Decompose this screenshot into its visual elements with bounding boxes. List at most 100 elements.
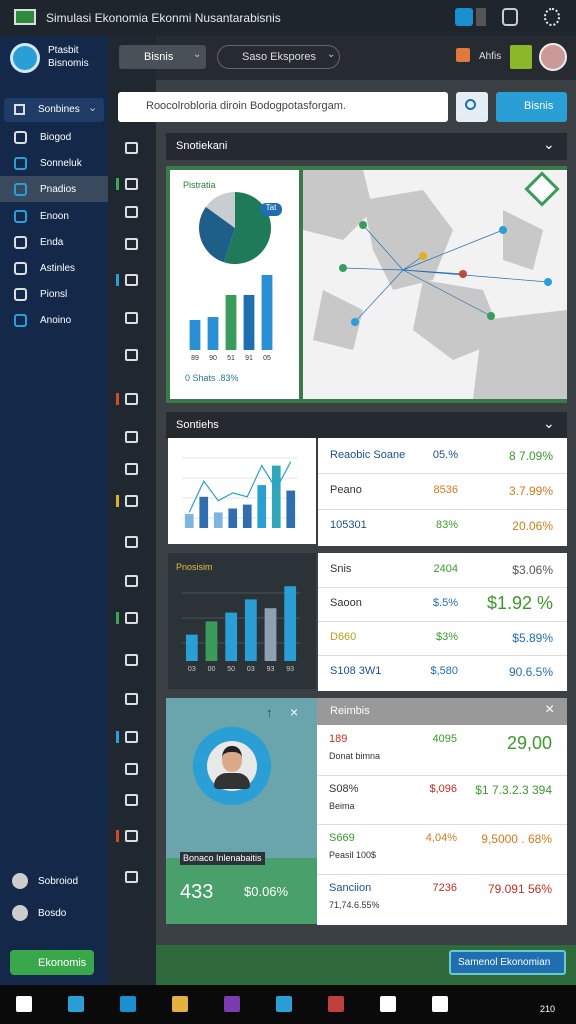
rail-marker	[116, 178, 119, 190]
menu-item[interactable]: Enda	[40, 236, 64, 248]
dropdown-label[interactable]: Bisnis	[144, 51, 174, 63]
route	[354, 269, 404, 323]
icon-button[interactable]	[476, 8, 486, 26]
rail-icon[interactable]	[125, 431, 138, 443]
menu-item[interactable]: Anoino	[40, 315, 72, 327]
menu-item[interactable]: Astinles	[40, 263, 76, 274]
taskbar-icon[interactable]	[432, 996, 448, 1012]
close-button[interactable]: ×	[290, 704, 299, 720]
menu-icon[interactable]	[14, 157, 27, 171]
rail-icon[interactable]	[125, 238, 138, 250]
taskbar-icon[interactable]	[328, 996, 344, 1012]
rail-icon[interactable]	[125, 612, 138, 624]
taskbar-icon[interactable]	[120, 996, 136, 1012]
rail-icon[interactable]	[125, 463, 138, 475]
menu-item[interactable]: Pionsl	[40, 289, 68, 301]
bar	[271, 465, 281, 528]
rail-icon[interactable]	[125, 830, 138, 842]
rail-icon[interactable]	[125, 575, 138, 587]
map-pin[interactable]	[544, 278, 552, 286]
map-pin[interactable]	[499, 226, 507, 234]
search-input[interactable]	[118, 92, 448, 122]
rail-icon[interactable]	[125, 178, 138, 190]
map-pin[interactable]	[419, 252, 427, 260]
icon-button[interactable]	[502, 8, 518, 26]
footer-button-label[interactable]: Samenol Ekonomian	[458, 957, 551, 968]
rail-icon[interactable]	[125, 142, 138, 154]
menu-item[interactable]: Enoon	[40, 210, 69, 222]
taskbar-icon[interactable]	[380, 996, 396, 1012]
bar	[261, 275, 273, 350]
rail-icon[interactable]	[125, 206, 138, 218]
rail-icon[interactable]	[125, 312, 138, 324]
avatar[interactable]	[539, 43, 567, 71]
primary-button-label[interactable]: Bisnis	[524, 100, 554, 112]
taskbar-icon[interactable]	[16, 996, 32, 1012]
footer-button[interactable]	[449, 950, 566, 975]
table-subcell: 71,74.6.55%	[329, 899, 380, 910]
menu-item[interactable]: Biogod	[40, 132, 72, 143]
rail-icon[interactable]	[125, 794, 138, 806]
bar	[286, 490, 296, 528]
bar-label: 93	[267, 666, 275, 673]
sidebar-header[interactable]	[4, 98, 104, 122]
rail-icon[interactable]	[125, 349, 138, 361]
footer-item[interactable]: Sobroiod	[38, 876, 79, 887]
close-button[interactable]: ×	[545, 701, 555, 718]
taskbar-icon[interactable]	[172, 996, 188, 1012]
menu-item[interactable]: Pnadios	[40, 184, 77, 196]
icon-button[interactable]	[510, 45, 532, 69]
rail-icon[interactable]	[125, 763, 138, 775]
toolbar-action[interactable]: Ahfis	[479, 51, 502, 62]
rail-icon[interactable]	[125, 274, 138, 286]
menu-icon[interactable]	[14, 262, 27, 275]
sidebar-button-label[interactable]: Ekonomis	[38, 957, 87, 969]
collapse-button[interactable]: ⌄	[543, 136, 555, 152]
taskbar-icon[interactable]	[224, 996, 240, 1012]
search-placeholder: Roocolrobloria diroin Bodogpotasforgam.	[146, 100, 346, 112]
collapse-button[interactable]: ⌄	[543, 415, 555, 431]
sidebar-button[interactable]	[10, 950, 94, 975]
rail-icon[interactable]	[125, 495, 138, 507]
panel-title: Sontiehs	[176, 419, 219, 431]
dropdown[interactable]	[217, 45, 340, 69]
primary-button[interactable]	[496, 92, 567, 122]
icon-button[interactable]	[544, 8, 560, 26]
dropdown-label[interactable]: Saso Ekspores	[242, 51, 316, 63]
map-pin[interactable]	[459, 270, 467, 278]
table-subcell: Donat bimna	[329, 751, 381, 761]
table-cell: 189	[329, 733, 348, 745]
mini-chart	[303, 170, 567, 399]
bar	[284, 586, 297, 661]
rail-icon[interactable]	[125, 871, 138, 883]
selected-item	[0, 176, 108, 203]
menu-icon[interactable]	[14, 209, 27, 223]
rail-icon[interactable]	[125, 536, 138, 548]
rail-icon[interactable]	[125, 654, 138, 666]
map-pin[interactable]	[351, 318, 359, 326]
footer-item[interactable]: Bosdo	[38, 908, 67, 919]
taskbar-icon[interactable]	[68, 996, 84, 1012]
rail-icon[interactable]	[125, 693, 138, 705]
bar	[244, 599, 257, 661]
menu-icon[interactable]	[14, 235, 27, 249]
icon-button[interactable]	[456, 48, 470, 62]
map-pin[interactable]	[487, 312, 495, 320]
rail-icon[interactable]	[125, 393, 138, 405]
icon-button[interactable]	[455, 8, 473, 26]
menu-icon[interactable]	[14, 131, 27, 144]
rail-icon[interactable]	[125, 731, 138, 743]
map-pin[interactable]	[359, 221, 367, 229]
card-caption: 0 Shats .83%	[185, 373, 239, 383]
bar-label: 91	[245, 355, 253, 362]
table-cell: Peano	[330, 483, 362, 496]
taskbar-icon[interactable]	[276, 996, 292, 1012]
menu-icon[interactable]	[14, 314, 27, 328]
menu-item[interactable]: Sonneluk	[40, 158, 82, 170]
map-pin[interactable]	[339, 264, 347, 272]
table-cell: 4095	[432, 733, 457, 745]
card-icon[interactable]: ↑	[266, 705, 273, 720]
menu-icon[interactable]	[14, 288, 27, 302]
dropdown[interactable]	[119, 45, 206, 69]
menu-icon[interactable]	[14, 183, 27, 197]
